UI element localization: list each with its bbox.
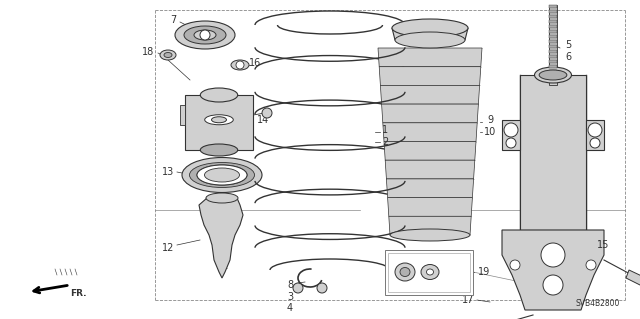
Ellipse shape: [206, 193, 238, 203]
Polygon shape: [199, 198, 243, 278]
Text: 3: 3: [287, 292, 293, 302]
Ellipse shape: [421, 264, 439, 279]
Bar: [549, 15, 557, 18]
Polygon shape: [383, 123, 477, 142]
Polygon shape: [185, 95, 253, 150]
Circle shape: [541, 243, 565, 267]
Text: 12: 12: [162, 243, 174, 253]
Circle shape: [504, 123, 518, 137]
Polygon shape: [379, 67, 481, 85]
Ellipse shape: [231, 60, 249, 70]
Bar: [549, 55, 557, 58]
Text: FR.: FR.: [70, 290, 86, 299]
Circle shape: [588, 123, 602, 137]
Ellipse shape: [395, 263, 415, 281]
Circle shape: [262, 108, 272, 118]
Ellipse shape: [197, 165, 247, 185]
Text: 15: 15: [597, 240, 609, 250]
Circle shape: [317, 283, 327, 293]
Polygon shape: [387, 179, 474, 197]
Ellipse shape: [197, 165, 247, 185]
Ellipse shape: [211, 117, 227, 123]
Circle shape: [506, 138, 516, 148]
Bar: [549, 70, 557, 73]
Polygon shape: [586, 120, 604, 150]
Polygon shape: [385, 160, 475, 179]
Text: 18: 18: [142, 47, 154, 57]
Ellipse shape: [164, 53, 172, 57]
Text: 6: 6: [565, 52, 571, 62]
Bar: [549, 60, 557, 63]
Bar: [549, 10, 557, 13]
Bar: [549, 20, 557, 23]
Text: 17: 17: [462, 295, 474, 305]
Polygon shape: [180, 105, 185, 125]
Ellipse shape: [205, 168, 239, 182]
Ellipse shape: [189, 162, 255, 188]
Ellipse shape: [184, 26, 226, 44]
Bar: [520, 75, 586, 230]
Bar: [549, 45, 557, 48]
Polygon shape: [626, 270, 640, 286]
Ellipse shape: [539, 70, 567, 80]
Bar: [549, 50, 557, 53]
Polygon shape: [380, 85, 479, 104]
Circle shape: [510, 260, 520, 270]
Circle shape: [293, 283, 303, 293]
Text: 7: 7: [170, 15, 176, 25]
Polygon shape: [384, 142, 476, 160]
Text: 9: 9: [487, 115, 493, 125]
Ellipse shape: [395, 32, 465, 48]
Circle shape: [586, 260, 596, 270]
Ellipse shape: [194, 30, 216, 40]
Circle shape: [236, 61, 244, 69]
Text: 2: 2: [382, 137, 388, 147]
Text: 16: 16: [249, 58, 261, 68]
Text: 13: 13: [162, 167, 174, 177]
Bar: [549, 30, 557, 33]
Polygon shape: [381, 104, 479, 123]
Ellipse shape: [534, 67, 572, 83]
Bar: [388, 253, 470, 292]
Ellipse shape: [205, 115, 234, 125]
Text: 8: 8: [287, 280, 293, 290]
Bar: [549, 5, 557, 85]
Ellipse shape: [400, 268, 410, 277]
Bar: [385, 250, 473, 295]
Ellipse shape: [200, 144, 237, 156]
Bar: [549, 40, 557, 43]
Polygon shape: [389, 216, 471, 235]
Bar: [549, 25, 557, 28]
Circle shape: [590, 138, 600, 148]
Ellipse shape: [200, 88, 237, 102]
Bar: [549, 35, 557, 38]
Circle shape: [200, 30, 210, 40]
Text: SVB4B2800: SVB4B2800: [575, 299, 620, 308]
Text: 5: 5: [565, 40, 571, 50]
Ellipse shape: [160, 50, 176, 60]
Polygon shape: [388, 197, 472, 216]
Text: 10: 10: [484, 127, 496, 137]
Polygon shape: [392, 28, 468, 40]
Text: 1: 1: [382, 125, 388, 135]
Polygon shape: [378, 48, 482, 67]
Bar: [549, 65, 557, 68]
Ellipse shape: [392, 19, 468, 37]
Ellipse shape: [182, 158, 262, 192]
Ellipse shape: [390, 229, 470, 241]
Text: 19: 19: [478, 267, 490, 277]
Bar: [549, 75, 557, 78]
Ellipse shape: [426, 269, 433, 275]
Circle shape: [543, 275, 563, 295]
Ellipse shape: [175, 21, 235, 49]
Text: 4: 4: [287, 303, 293, 313]
Text: 14: 14: [257, 115, 269, 125]
Bar: [549, 5, 557, 8]
Polygon shape: [502, 230, 604, 310]
Polygon shape: [502, 120, 520, 150]
